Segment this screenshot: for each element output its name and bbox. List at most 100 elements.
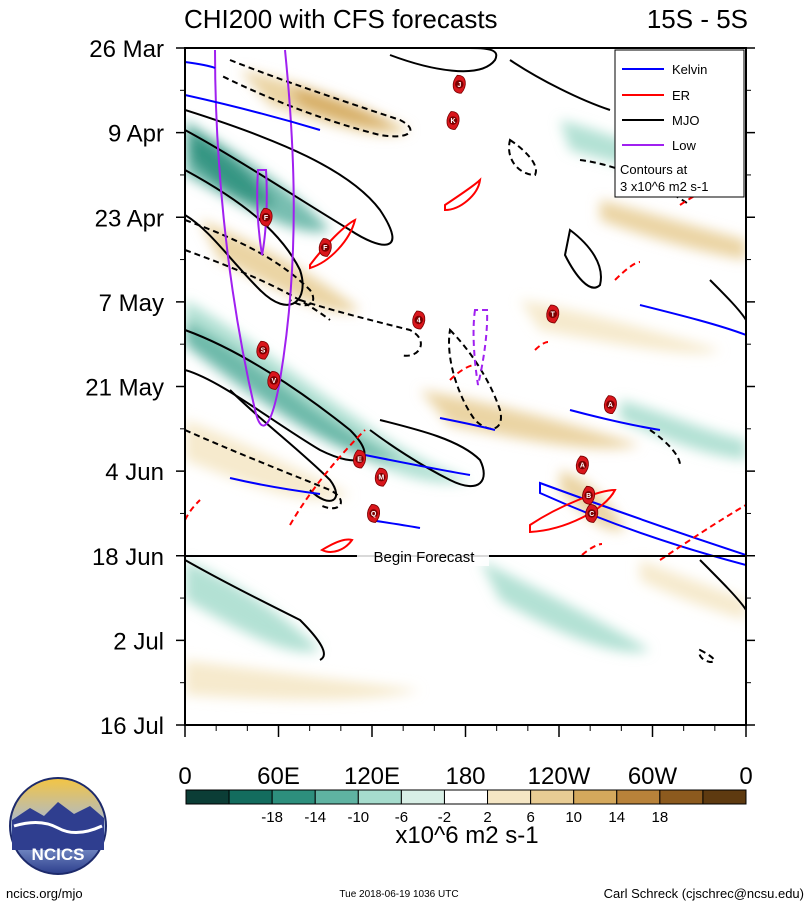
low-contour bbox=[256, 169, 268, 256]
anomaly-patch bbox=[480, 560, 650, 653]
y-tick-label: 16 Jul bbox=[100, 713, 164, 740]
storm-marker-letter: S bbox=[261, 348, 266, 355]
storm-marker: A bbox=[575, 455, 589, 475]
colorbar-swatch bbox=[271, 789, 316, 805]
footer-credit: Carl Schreck (cjschrec@ncsu.edu) bbox=[604, 886, 804, 901]
mjo-contour-negative bbox=[698, 648, 716, 664]
kelvin-contour bbox=[185, 61, 216, 69]
colorbar-tick-label: -6 bbox=[395, 809, 408, 826]
x-tick-label: 0 bbox=[739, 763, 752, 790]
anomaly-patch bbox=[640, 560, 746, 620]
kelvin-contour bbox=[229, 477, 321, 495]
storm-marker: F bbox=[259, 207, 273, 227]
storm-marker-letter: M bbox=[378, 475, 384, 482]
y-axis: 26 Mar 9 Apr 23 Apr 7 May 21 May 4 Jun 18 Jun 2… bbox=[85, 36, 755, 740]
low-contour-negative bbox=[472, 309, 489, 386]
ncics-logo: NCICS bbox=[9, 777, 107, 875]
er-contour-negative bbox=[534, 341, 549, 351]
er-contour-negative bbox=[449, 364, 476, 381]
storm-marker: J bbox=[452, 74, 466, 94]
x-tick-label: 120E bbox=[344, 763, 400, 790]
er-contour-negative bbox=[659, 504, 746, 561]
anomaly-patch bbox=[420, 390, 640, 449]
storm-marker-letter: A bbox=[608, 402, 613, 409]
low-contour bbox=[214, 49, 295, 427]
legend-label-kelvin: Kelvin bbox=[672, 62, 707, 77]
storm-marker: Q bbox=[367, 504, 380, 523]
chart-title: CHI200 with CFS forecasts bbox=[184, 4, 498, 34]
colorbar-tick-label: -14 bbox=[304, 809, 326, 826]
legend-note-line1: Contours at bbox=[620, 162, 688, 177]
kelvin-contour bbox=[639, 304, 746, 336]
forecast-label: Begin Forecast bbox=[374, 549, 476, 566]
mjo-contour bbox=[563, 228, 602, 289]
footer-timestamp: Tue 2018-06-19 1036 UTC bbox=[339, 889, 458, 900]
storm-marker: B bbox=[582, 485, 596, 505]
legend-label-low: Low bbox=[672, 138, 696, 153]
y-tick-label: 26 Mar bbox=[89, 36, 164, 63]
legend-note-line2: 3 x10^6 m2 s-1 bbox=[620, 179, 708, 194]
storm-marker: K bbox=[446, 111, 460, 130]
x-tick-label: 60E bbox=[257, 763, 300, 790]
er-contour-negative bbox=[581, 543, 603, 556]
footer-url: ncics.org/mjo bbox=[6, 886, 83, 901]
colorbar-swatch bbox=[702, 789, 747, 805]
colorbar-swatch bbox=[659, 789, 704, 805]
storm-marker-letter: V bbox=[271, 378, 276, 385]
colorbar-tick-label: -10 bbox=[347, 809, 369, 826]
legend-label-er: ER bbox=[672, 88, 690, 103]
colorbar-tick-label: 2 bbox=[483, 809, 491, 826]
colorbar-tick-label: 6 bbox=[526, 809, 534, 826]
mjo-contour-negative bbox=[299, 299, 422, 357]
er-contour bbox=[319, 538, 354, 553]
y-tick-label: 9 Apr bbox=[108, 121, 164, 148]
storm-marker-letter: K bbox=[451, 118, 456, 125]
kelvin-contour bbox=[569, 409, 661, 431]
colorbar-tick-label: -2 bbox=[438, 809, 451, 826]
colorbar: -18 -14 -10 -6 -2 2 6 10 14 18 bbox=[185, 789, 747, 826]
kelvin-contour bbox=[364, 454, 471, 476]
mjo-contour bbox=[699, 559, 746, 611]
mjo-contour bbox=[369, 419, 485, 487]
colorbar-swatch bbox=[400, 789, 445, 805]
colorbar-swatch bbox=[185, 789, 230, 805]
storm-marker: C bbox=[585, 504, 599, 523]
anomaly-patch bbox=[185, 660, 420, 700]
y-tick-label: 4 Jun bbox=[105, 459, 164, 486]
er-contour-negative bbox=[289, 429, 366, 526]
storm-marker-letter: J bbox=[457, 82, 461, 89]
kelvin-contour bbox=[439, 417, 496, 431]
anomaly-patch bbox=[185, 420, 350, 500]
mjo-contour-negative bbox=[185, 249, 331, 321]
anomaly-patch bbox=[620, 400, 746, 460]
storm-marker: 4 bbox=[412, 310, 426, 330]
colorbar-swatch bbox=[573, 789, 618, 805]
chart-subtitle: 15S - 5S bbox=[647, 4, 748, 34]
storm-marker: M bbox=[374, 467, 388, 487]
legend-label-mjo: MJO bbox=[672, 113, 699, 128]
mjo-contour bbox=[709, 279, 746, 321]
er-contour-negative bbox=[614, 261, 641, 281]
colorbar-swatch bbox=[616, 789, 661, 805]
storm-marker-letter: 4 bbox=[417, 318, 421, 325]
colorbar-tick-label: 14 bbox=[608, 809, 625, 826]
er-contour-negative bbox=[185, 499, 201, 521]
storm-marker: S bbox=[256, 340, 270, 360]
mjo-contour-negative bbox=[219, 59, 412, 138]
storm-marker-letter: E bbox=[357, 457, 362, 464]
storm-markers: J K F F 4 T S V A E M A B Q C bbox=[256, 74, 617, 523]
colorbar-tick-label: 18 bbox=[652, 809, 669, 826]
colorbar-units: x10^6 m2 s-1 bbox=[395, 822, 538, 849]
y-tick-label: 18 Jun bbox=[92, 544, 164, 571]
er-contour bbox=[444, 177, 482, 212]
logo-text: NCICS bbox=[32, 845, 85, 864]
colorbar-tick-label: -18 bbox=[261, 809, 283, 826]
anomaly-patch bbox=[600, 200, 746, 260]
x-tick-label: 180 bbox=[445, 763, 485, 790]
kelvin-contour bbox=[185, 94, 321, 131]
colorbar-swatch bbox=[530, 789, 575, 805]
colorbar-swatch bbox=[487, 789, 532, 805]
mjo-contour-negative bbox=[649, 429, 681, 466]
mjo-contour-negative bbox=[448, 327, 502, 430]
